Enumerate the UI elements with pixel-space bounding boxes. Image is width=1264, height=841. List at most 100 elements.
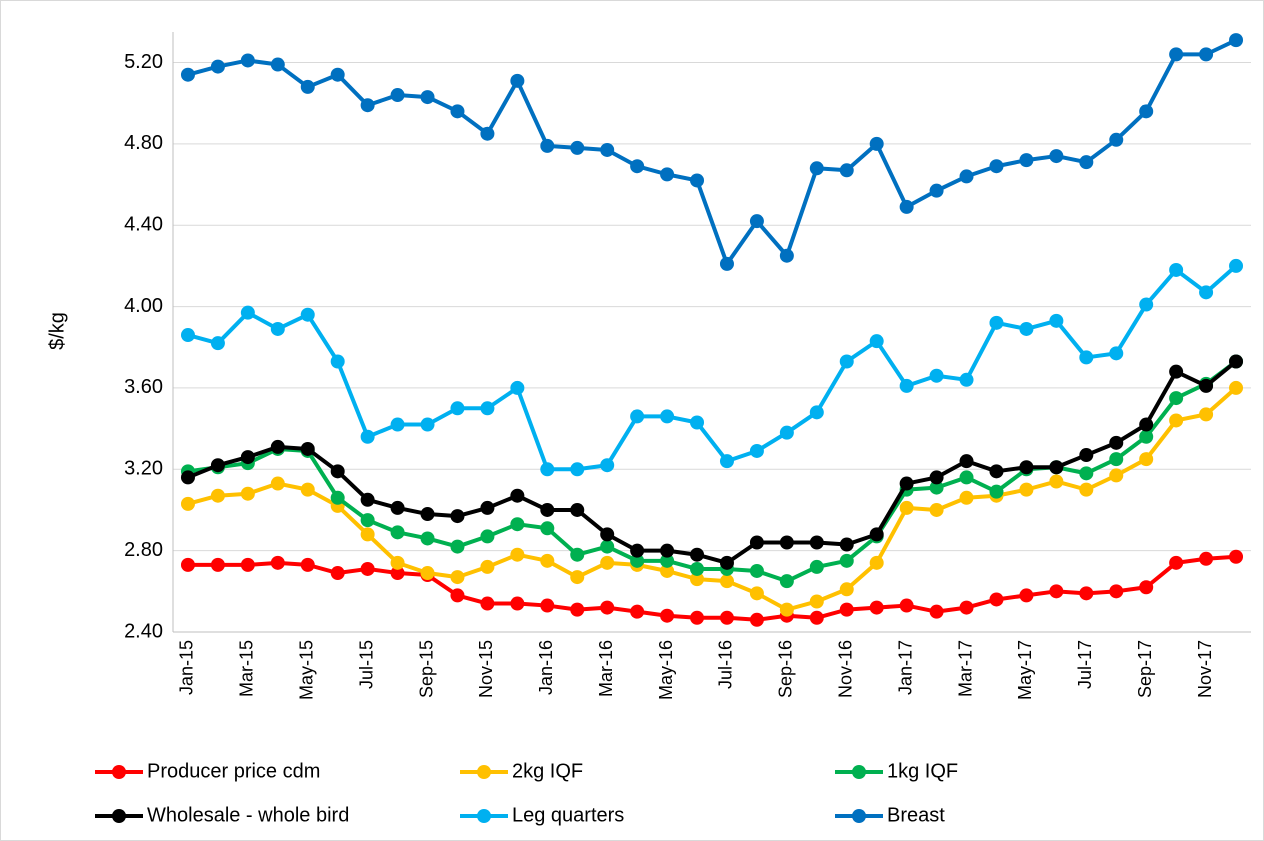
data-point	[1139, 297, 1154, 312]
x-tick-label: May-16	[656, 640, 676, 700]
data-point	[450, 509, 465, 524]
data-point	[1229, 380, 1244, 395]
data-point	[929, 368, 944, 383]
y-tick-label: 3.60	[124, 376, 163, 398]
data-point	[690, 561, 705, 576]
data-point	[480, 596, 495, 611]
data-point	[540, 521, 555, 536]
x-tick-label: Jul-17	[1075, 640, 1095, 689]
data-point	[420, 566, 435, 581]
legend-label: 1kg IQF	[887, 760, 958, 782]
data-point	[749, 535, 764, 550]
data-point	[989, 464, 1004, 479]
data-point	[869, 600, 884, 615]
data-point	[809, 594, 824, 609]
data-point	[1079, 482, 1094, 497]
x-tick-label: Nov-16	[836, 640, 856, 698]
data-point	[540, 502, 555, 517]
data-point	[1109, 132, 1124, 147]
y-tick-label: 2.40	[124, 620, 163, 642]
data-point	[360, 513, 375, 528]
data-point	[240, 53, 255, 68]
data-point	[839, 163, 854, 178]
data-point	[300, 307, 315, 322]
data-point	[929, 604, 944, 619]
data-point	[210, 59, 225, 74]
data-point	[690, 547, 705, 562]
data-point	[989, 159, 1004, 174]
data-point	[570, 570, 585, 585]
data-point	[210, 458, 225, 473]
data-point	[630, 543, 645, 558]
data-point	[420, 90, 435, 105]
y-tick-label: 4.00	[124, 295, 163, 317]
legend-marker	[477, 765, 491, 779]
data-point	[390, 525, 405, 540]
data-point	[929, 480, 944, 495]
data-point	[1229, 258, 1244, 273]
y-tick-label: 5.20	[124, 51, 163, 73]
series-line	[187, 264, 1238, 472]
data-point	[779, 248, 794, 263]
data-point	[1169, 262, 1184, 277]
data-point	[450, 104, 465, 119]
legend-label: Leg quarters	[512, 804, 624, 826]
data-point	[600, 539, 615, 554]
data-point	[779, 425, 794, 440]
data-point	[420, 507, 435, 522]
data-point	[899, 378, 914, 393]
x-tick-label: Jan-15	[177, 640, 197, 695]
data-point	[899, 598, 914, 613]
data-point	[450, 401, 465, 416]
data-point	[480, 401, 495, 416]
data-point	[929, 502, 944, 517]
data-point	[1139, 429, 1154, 444]
data-point	[510, 596, 525, 611]
data-point	[510, 380, 525, 395]
data-point	[600, 555, 615, 570]
data-point	[330, 464, 345, 479]
data-point	[839, 553, 854, 568]
data-point	[630, 553, 645, 568]
data-point	[630, 604, 645, 619]
data-point	[1139, 452, 1154, 467]
data-point	[1169, 47, 1184, 62]
data-point	[360, 561, 375, 576]
data-point	[1109, 584, 1124, 599]
y-axis-label: $/kg	[46, 312, 68, 350]
data-point	[360, 98, 375, 113]
data-point	[210, 557, 225, 572]
data-point	[959, 470, 974, 485]
data-point	[600, 142, 615, 157]
data-point	[360, 429, 375, 444]
x-tick-label: Jul-15	[356, 640, 376, 689]
data-point	[210, 336, 225, 351]
data-point	[660, 553, 675, 568]
data-point	[719, 574, 734, 589]
data-point	[690, 415, 705, 430]
x-tick-label: Nov-15	[476, 640, 496, 698]
data-point	[390, 555, 405, 570]
data-point	[480, 500, 495, 515]
data-point	[1019, 153, 1034, 168]
data-point	[600, 458, 615, 473]
x-tick-label: Mar-17	[955, 640, 975, 697]
data-point	[869, 527, 884, 542]
legend-marker	[112, 809, 126, 823]
data-point	[749, 214, 764, 229]
data-point	[1199, 378, 1214, 393]
data-point	[779, 535, 794, 550]
data-point	[360, 492, 375, 507]
data-point	[450, 588, 465, 603]
data-point	[1109, 435, 1124, 450]
data-point	[240, 305, 255, 320]
data-point	[180, 67, 195, 82]
data-point	[270, 57, 285, 72]
data-point	[959, 600, 974, 615]
data-point	[1079, 350, 1094, 365]
data-point	[749, 586, 764, 601]
legend-marker	[852, 765, 866, 779]
data-point	[570, 462, 585, 477]
data-point	[660, 563, 675, 578]
data-point	[330, 354, 345, 369]
